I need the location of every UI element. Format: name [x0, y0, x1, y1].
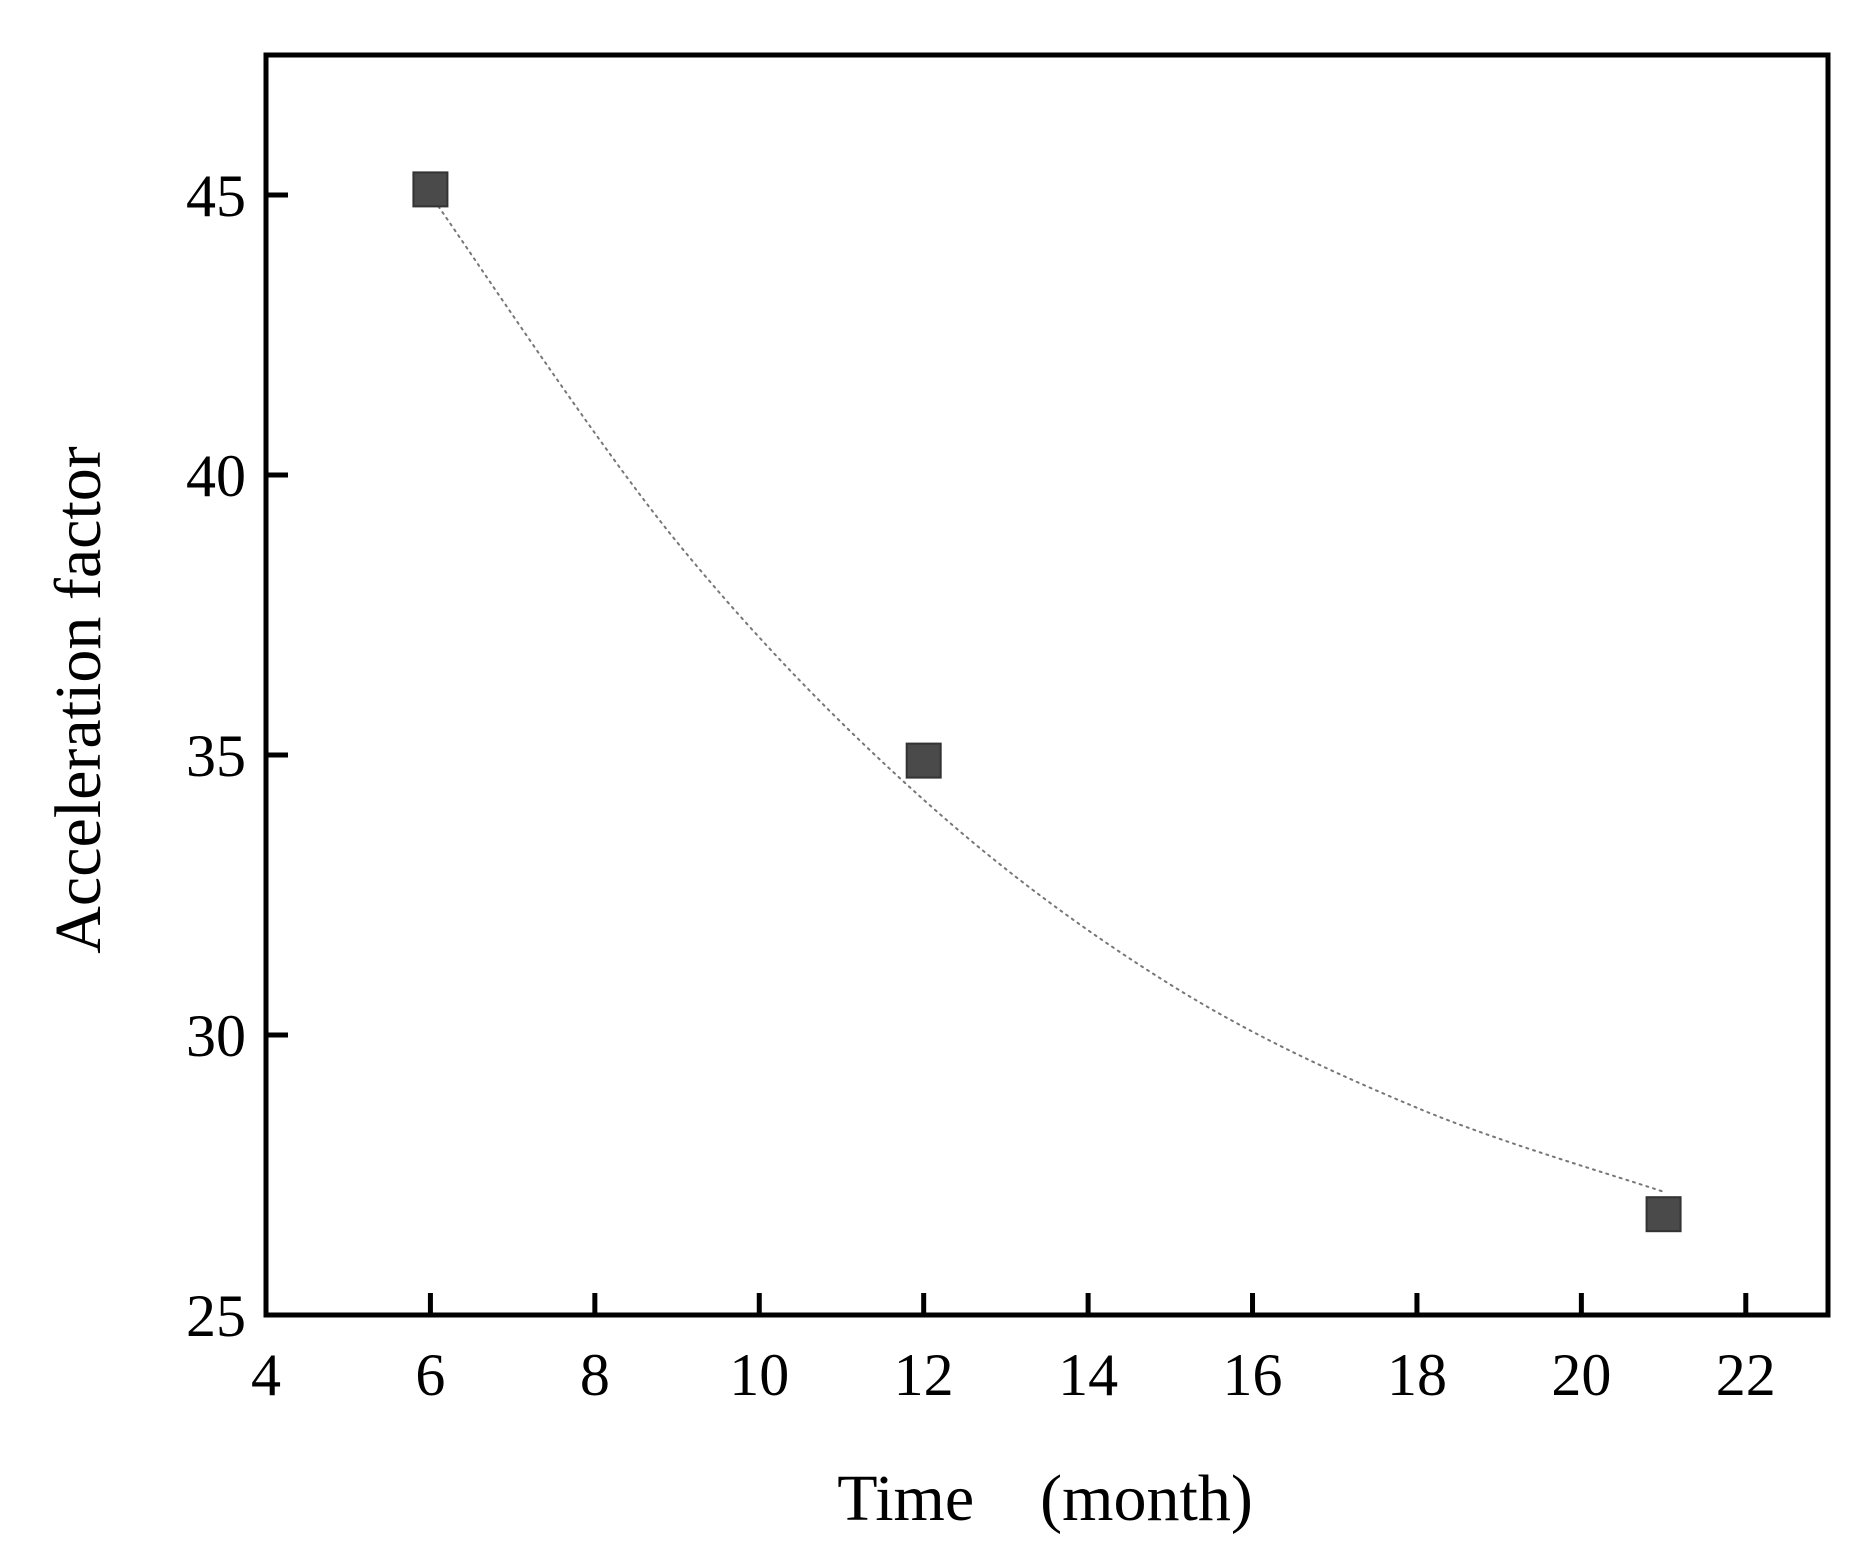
x-tick-label: 10	[729, 1342, 789, 1408]
y-tick-label: 45	[186, 163, 246, 229]
fit-curve	[429, 194, 1665, 1193]
data-point	[905, 742, 942, 779]
data-point	[412, 171, 449, 208]
x-tick-label: 8	[580, 1342, 610, 1408]
x-tick-label: 22	[1716, 1342, 1776, 1408]
y-tick-label: 40	[186, 443, 246, 509]
x-axis-title: Time (month)	[837, 1462, 1253, 1535]
x-tick-label: 12	[894, 1342, 954, 1408]
x-tick-label: 4	[251, 1342, 281, 1408]
x-tick-label: 6	[415, 1342, 445, 1408]
y-tick-label: 25	[186, 1283, 246, 1349]
y-tick-label: 35	[186, 723, 246, 789]
y-axis-title: Acceleration factor	[42, 446, 115, 954]
plot-frame	[263, 52, 1831, 1318]
x-tick-label: 16	[1223, 1342, 1283, 1408]
x-tick-label: 18	[1387, 1342, 1447, 1408]
x-tick-label: 20	[1551, 1342, 1611, 1408]
data-point	[1645, 1196, 1682, 1233]
y-tick-label: 30	[186, 1003, 246, 1069]
x-tick-label: 14	[1058, 1342, 1118, 1408]
